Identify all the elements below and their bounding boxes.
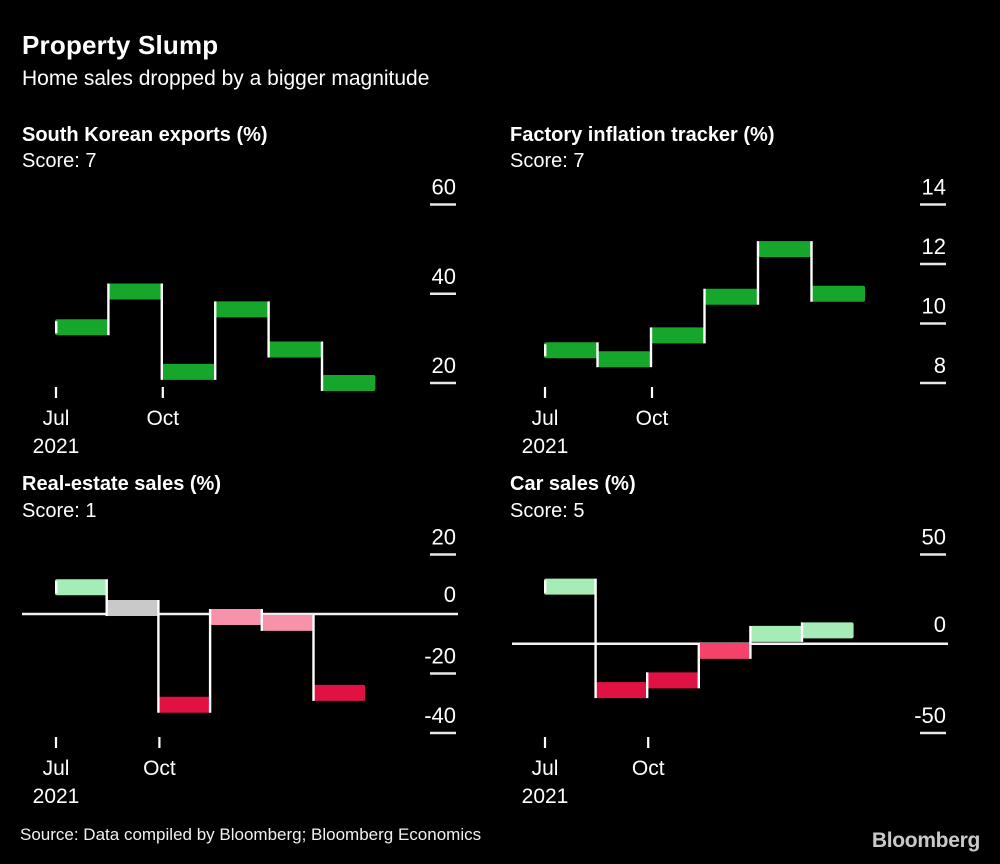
bar-segment (802, 622, 854, 639)
x-tick-label: 2021 (33, 435, 80, 458)
bar-segment (544, 342, 598, 359)
x-tick-label: 2021 (522, 435, 569, 458)
bar-segment (210, 608, 262, 625)
x-tick-label: Oct (146, 407, 179, 430)
bar-segment (55, 579, 107, 596)
y-tick-label: 20 (432, 353, 456, 378)
y-tick-label: 20 (432, 525, 456, 550)
chart-factory-inflation-tracker: 14 12 10 8 Jul 2021 Oct (522, 175, 946, 458)
bar-segment (106, 600, 159, 617)
y-tick-label: 40 (432, 264, 456, 289)
source-attribution: Source: Data compiled by Bloomberg; Bloo… (20, 825, 482, 844)
page-title: Property Slump (22, 30, 219, 60)
y-tick-label: 12 (922, 234, 946, 259)
chart-real-estate-sales: 20 0 -20 -40 Jul 2021 Oct (22, 525, 458, 808)
x-tick-label: Jul (532, 757, 559, 780)
y-tick-label: -20 (424, 644, 456, 669)
bar-segment (55, 319, 109, 336)
y-tick-label: 50 (922, 525, 946, 550)
y-tick-label: 8 (934, 353, 946, 378)
bar-segment (313, 684, 366, 701)
y-tick-label: 14 (922, 175, 946, 200)
x-tick-label: Jul (532, 407, 559, 430)
bar-segment (651, 327, 705, 344)
bar-segment (595, 682, 648, 699)
panel-score-real-estate-sales: Score: 1 (22, 500, 97, 522)
bar-segment (704, 288, 758, 305)
bar-segment (758, 241, 812, 258)
y-tick-label: 0 (444, 582, 456, 607)
x-tick-label: Oct (632, 757, 665, 780)
x-tick-label: Jul (43, 407, 70, 430)
panel-title-car-sales: Car sales (%) (510, 473, 636, 495)
bar-segment (597, 351, 651, 368)
panel-score-car-sales: Score: 5 (510, 500, 585, 522)
bar-segment (161, 363, 216, 380)
x-tick-label: 2021 (522, 785, 569, 808)
bar-segment (158, 696, 211, 713)
y-tick-label: 60 (432, 175, 456, 200)
page-subtitle: Home sales dropped by a bigger magnitude (22, 67, 430, 90)
bar-segment (750, 625, 802, 642)
panel-score-south-korean-exports: Score: 7 (22, 150, 97, 172)
panel-title-real-estate-sales: Real-estate sales (%) (22, 473, 221, 495)
panel-title-south-korean-exports: South Korean exports (%) (22, 124, 268, 146)
bar-segment (108, 283, 162, 300)
x-tick-label: 2021 (33, 785, 80, 808)
panel-title-factory-inflation: Factory inflation tracker (%) (510, 124, 775, 146)
chart-south-korean-exports: 60 40 20 Jul 2021 Oct (33, 175, 456, 458)
y-tick-label: 10 (922, 294, 946, 319)
bar-segment (647, 672, 699, 689)
bar-segment (544, 578, 596, 595)
x-tick-label: Oct (636, 407, 669, 430)
bar-segment (322, 375, 376, 391)
bar-segment (261, 614, 314, 631)
chart-car-sales: 50 0 -50 Jul 2021 Oct (512, 525, 948, 808)
y-tick-label: 0 (934, 612, 946, 637)
bar-segment (811, 285, 865, 302)
panel-score-factory-inflation: Score: 7 (510, 150, 585, 172)
bloomberg-logo: Bloomberg (871, 829, 980, 852)
bar-segment (268, 341, 322, 358)
x-tick-label: Oct (143, 757, 176, 780)
y-tick-label: -40 (424, 703, 456, 728)
bar-segment (698, 642, 751, 659)
bar-segment (215, 301, 269, 318)
y-tick-label: -50 (914, 703, 946, 728)
x-tick-label: Jul (43, 757, 70, 780)
